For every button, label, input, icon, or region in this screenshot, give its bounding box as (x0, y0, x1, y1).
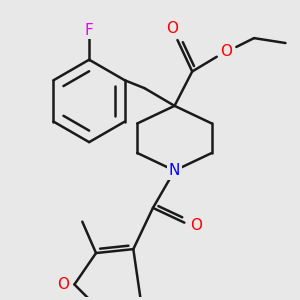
Text: N: N (169, 163, 180, 178)
Text: O: O (190, 218, 202, 233)
Text: O: O (57, 277, 69, 292)
Text: F: F (85, 23, 94, 38)
Text: O: O (167, 21, 178, 36)
Text: O: O (220, 44, 232, 59)
